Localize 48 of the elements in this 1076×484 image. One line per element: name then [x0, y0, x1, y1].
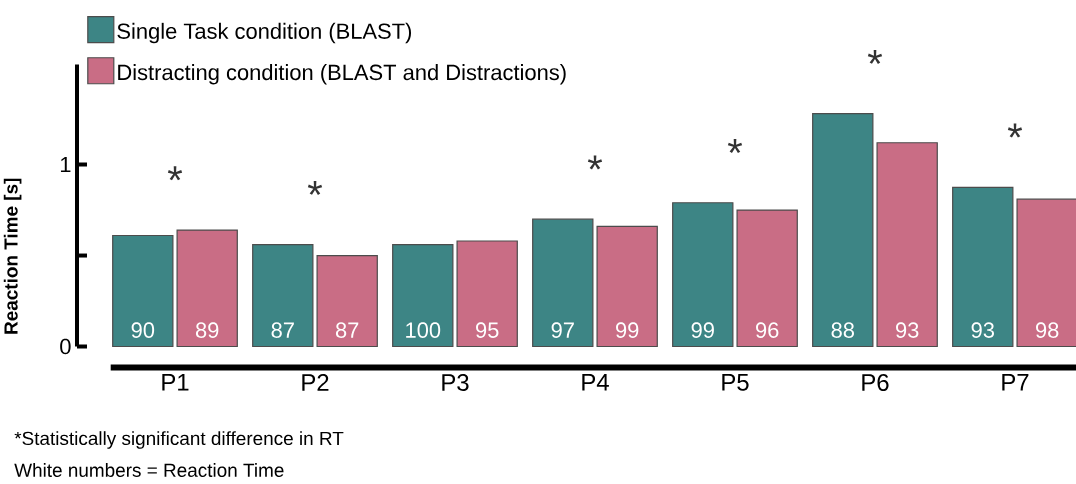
- annotation: 93: [971, 322, 994, 338]
- bar: [672, 202, 734, 348]
- text: White numbers = Reaction Time: [14, 463, 284, 477]
- annotation: *: [307, 180, 323, 195]
- annotation: *: [727, 139, 743, 154]
- bar: [876, 142, 938, 348]
- x-tick-label: P3: [442, 374, 469, 391]
- legend-label: Single Task condition (BLAST): [117, 22, 412, 44]
- bar: [392, 244, 454, 348]
- x-tick-label: P2: [302, 374, 329, 391]
- bar: [812, 113, 874, 348]
- annotation: 93: [896, 322, 919, 338]
- annotation: 89: [195, 322, 219, 338]
- bar: [112, 234, 174, 348]
- bar: [176, 229, 238, 348]
- annotation: 87: [271, 322, 294, 338]
- bar: [316, 254, 378, 348]
- bar: [532, 218, 594, 348]
- bar: [456, 240, 518, 348]
- x-tick-label: P1: [162, 374, 189, 391]
- annotation: 87: [335, 322, 359, 338]
- annotation: 90: [131, 322, 155, 338]
- annotation: 96: [756, 322, 779, 338]
- annotation: 95: [476, 322, 499, 338]
- annotation: 99: [691, 322, 714, 338]
- bar: [952, 186, 1014, 348]
- y-tick-label: 0: [60, 338, 71, 355]
- x-tick-label: P4: [582, 374, 609, 391]
- annotation: 99: [616, 322, 639, 338]
- annotation: *: [867, 49, 883, 64]
- annotation: 98: [1036, 322, 1059, 338]
- annotation: 100: [406, 322, 441, 338]
- annotation: 97: [551, 322, 574, 338]
- annotation: *: [1007, 123, 1023, 138]
- text: *Statistically significant difference in RT: [14, 431, 344, 449]
- bar: [1016, 198, 1076, 348]
- legend-label: Distracting condition (BLAST and Distractions): [118, 64, 566, 85]
- x-tick-label: P6: [862, 374, 889, 391]
- y-tick-label: 1: [60, 157, 71, 173]
- annotation: *: [587, 155, 603, 170]
- annotation: 88: [831, 322, 854, 338]
- bar: [736, 209, 798, 348]
- x-tick-label: P7: [1002, 374, 1029, 391]
- bar: [596, 225, 658, 348]
- annotation: *: [167, 166, 183, 181]
- x-tick-label: P5: [722, 374, 749, 391]
- y-axis-title: Reaction Time [s]: [3, 178, 22, 334]
- bar: [252, 244, 314, 348]
